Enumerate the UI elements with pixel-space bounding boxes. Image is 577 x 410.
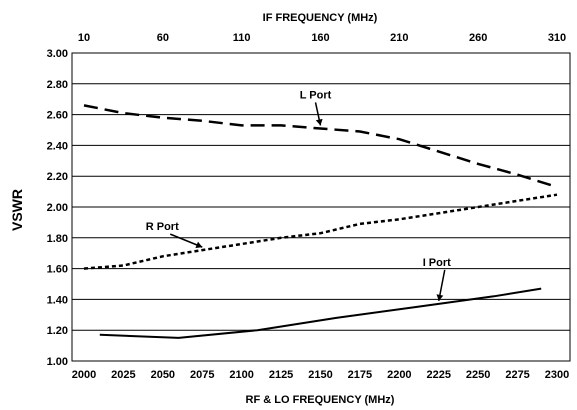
x-tick-label: 2225	[427, 369, 451, 381]
plot-frame	[71, 52, 571, 362]
y-tick-label: 2.60	[47, 110, 68, 122]
y-tick-label: 2.80	[47, 79, 68, 91]
top-tick-label: 110	[233, 32, 251, 44]
r-port-label: R Port	[146, 221, 179, 233]
x-tick-label: 2125	[269, 369, 293, 381]
l-port-line	[83, 104, 558, 189]
x-tick-label: 2025	[111, 369, 135, 381]
x-tick-label: 2200	[387, 369, 411, 381]
x-tick-label: 2275	[505, 369, 529, 381]
x-tick-label: 2175	[348, 369, 372, 381]
y-axis-ticks: 1.00 1.20 1.40 1.60 1.80 2.00 2.20 2.40 2.60 2.80…	[47, 48, 68, 368]
y-tick-label: 2.20	[47, 171, 68, 183]
x-tick-label: 2300	[545, 369, 569, 381]
top-axis-ticks: 10 60 110 160 210 260 310	[78, 32, 566, 44]
y-tick-label: 1.20	[47, 325, 68, 337]
top-tick-label: 60	[157, 32, 169, 44]
top-tick-label: 160	[311, 32, 329, 44]
y-tick-label: 2.00	[47, 202, 68, 214]
l-port-arrowhead	[315, 118, 323, 126]
x-tick-label: 2000	[72, 369, 96, 381]
l-port-label: L Port	[300, 89, 332, 101]
top-tick-label: 310	[548, 32, 566, 44]
y-tick-label: 3.00	[47, 48, 68, 60]
x-axis-ticks: 2000 2025 2050 2075 2100 2125 2150 2175 2200 2225…	[72, 369, 569, 381]
r-port-line	[83, 193, 558, 270]
y-tick-label: 1.00	[47, 356, 68, 368]
x-tick-label: 2075	[190, 369, 214, 381]
series-lines	[83, 104, 558, 339]
port-annotations: L Port R Port I Port	[146, 89, 451, 302]
x-tick-label: 2050	[151, 369, 175, 381]
top-tick-label: 10	[78, 32, 90, 44]
i-port-arrowhead	[436, 294, 444, 301]
y-tick-label: 1.80	[47, 233, 68, 245]
top-axis-title: IF FREQUENCY (MHz)	[263, 12, 378, 24]
r-port-arrowhead	[195, 241, 203, 249]
x-tick-label: 2100	[229, 369, 253, 381]
i-port-label: I Port	[423, 257, 451, 269]
y-tick-label: 1.60	[47, 264, 68, 276]
i-port-line	[99, 287, 542, 339]
x-axis-title: RF & LO FREQUENCY (MHz)	[246, 394, 395, 406]
top-tick-label: 260	[469, 32, 487, 44]
y-tick-label: 1.40	[47, 294, 68, 306]
x-tick-label: 2150	[308, 369, 332, 381]
y-axis-title: VSWR	[9, 189, 25, 231]
y-tick-label: 2.40	[47, 140, 68, 152]
x-tick-label: 2250	[466, 369, 490, 381]
top-tick-label: 210	[390, 32, 408, 44]
